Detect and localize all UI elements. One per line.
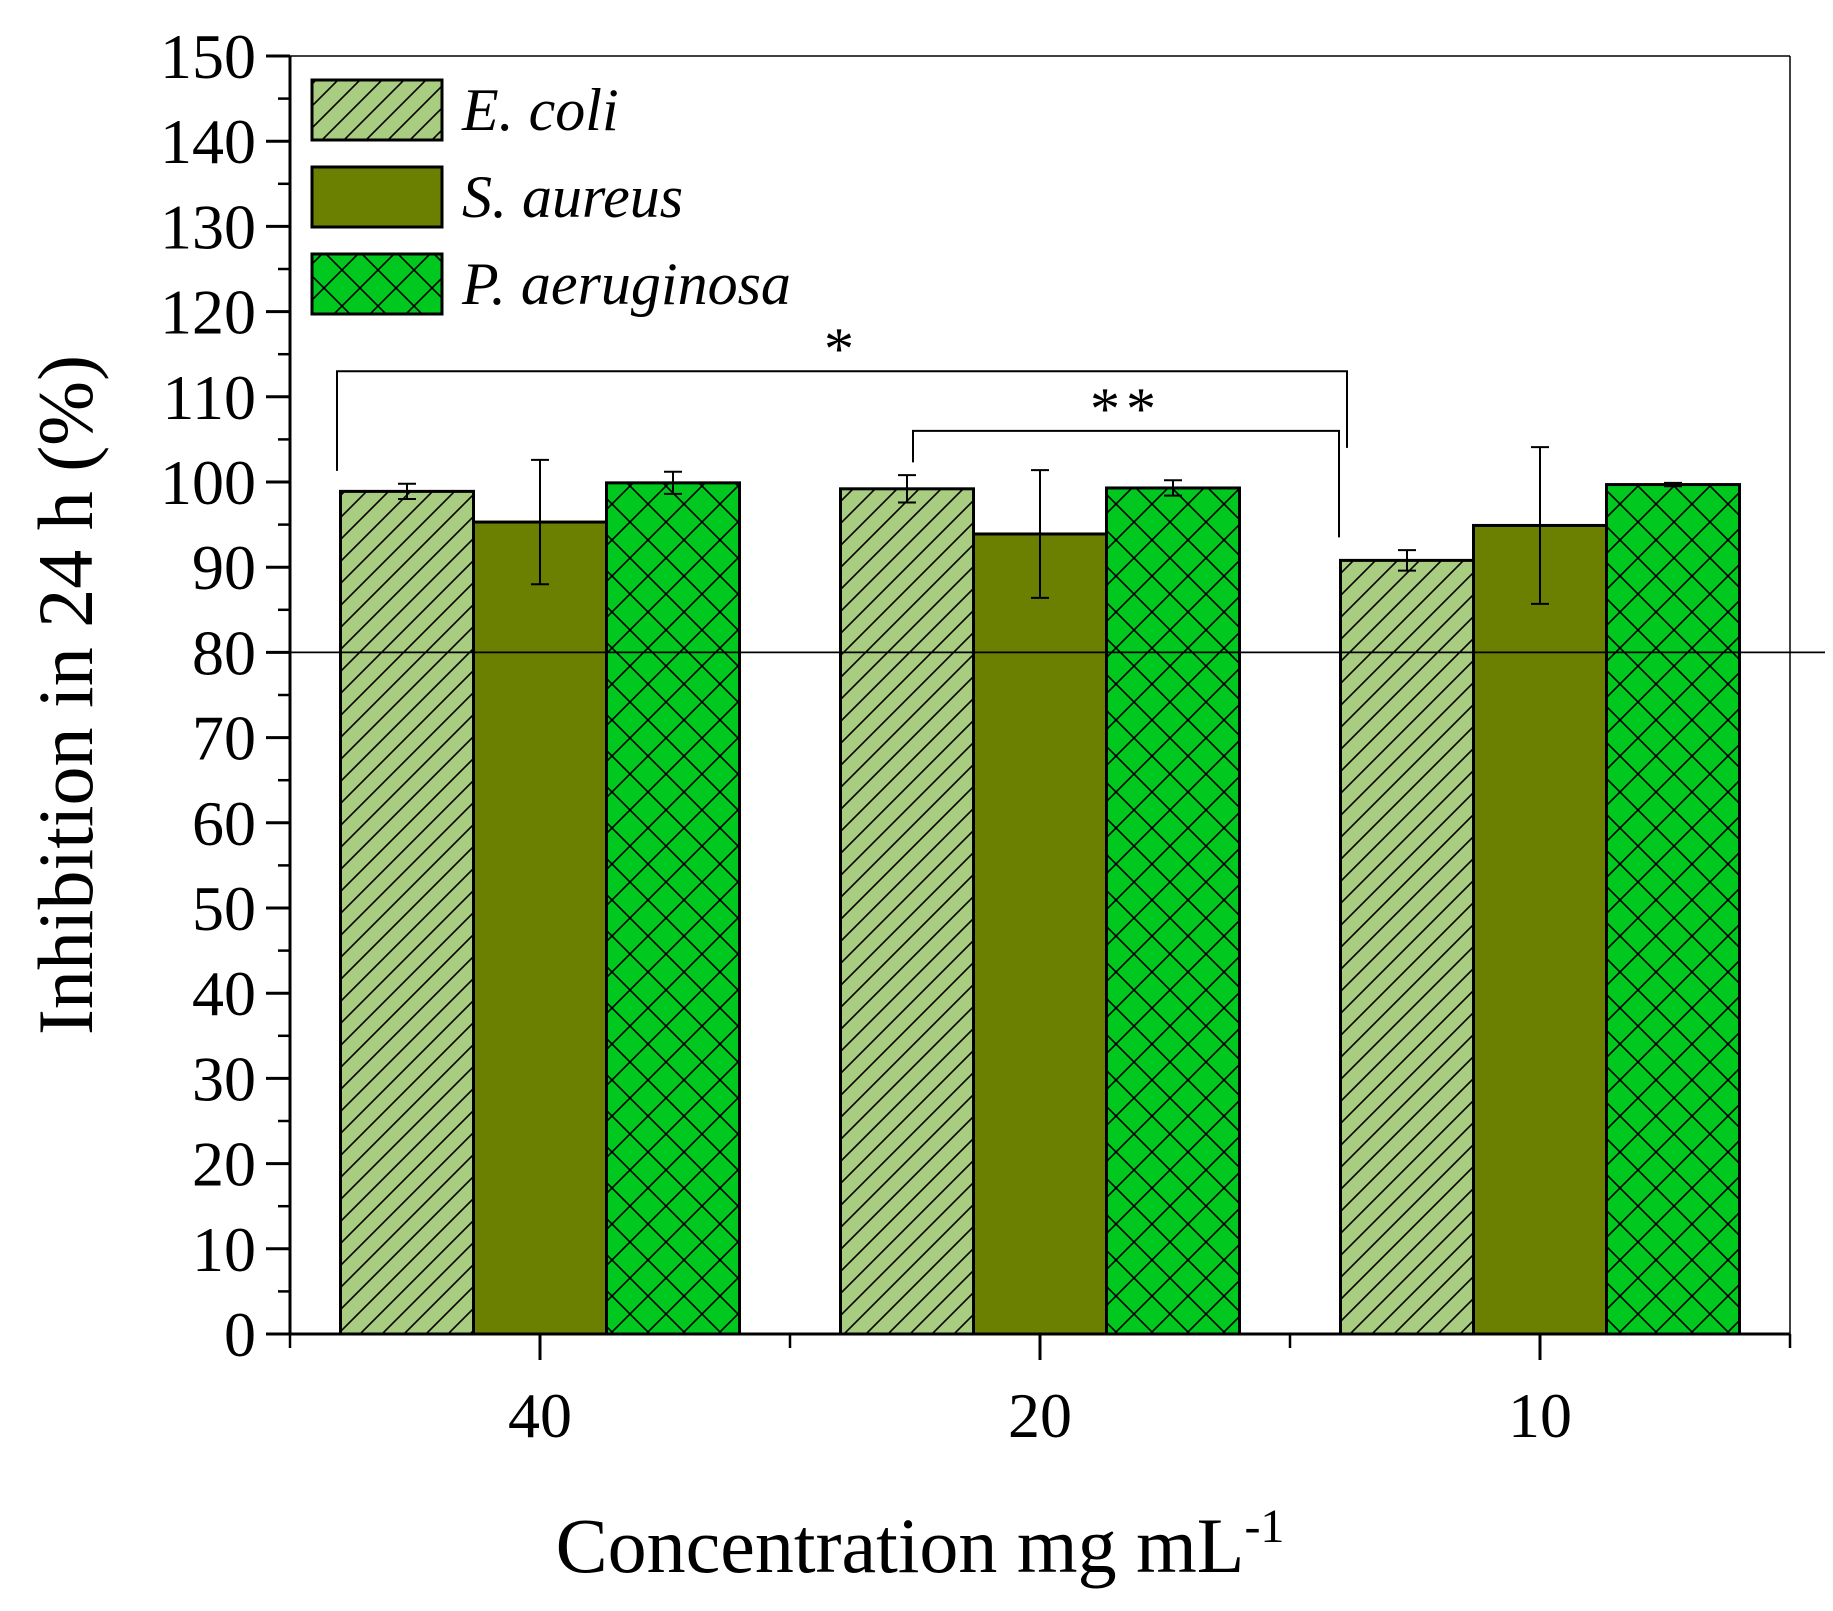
x-axis-title: Concentration mg mL-1 xyxy=(556,1500,1285,1589)
significance-brackets: *** xyxy=(336,316,1348,538)
y-tick-label: 0 xyxy=(224,1299,256,1370)
bar xyxy=(972,532,1108,1336)
bar xyxy=(1605,483,1741,1336)
significance-bracket xyxy=(912,429,1340,538)
y-axis: 0 10 20 30 40 50 60 70 80 90 100 110 120 130 140 150 xyxy=(160,21,292,1370)
legend-label: P. aeruginosa xyxy=(461,251,791,317)
plot-frame xyxy=(290,55,1791,1334)
y-tick-label: 90 xyxy=(192,532,256,603)
bar xyxy=(1472,523,1608,1336)
y-tick-label: 120 xyxy=(160,277,256,348)
legend-swatch xyxy=(310,252,444,316)
y-axis-title: Inhibition in 24 h (%) xyxy=(22,355,109,1035)
error-bars xyxy=(398,446,1682,605)
y-tick-label: 150 xyxy=(160,21,256,92)
y-tick-label: 10 xyxy=(192,1214,256,1285)
bar xyxy=(472,520,608,1336)
y-tick-label: 70 xyxy=(192,703,256,774)
y-tick-label: 80 xyxy=(192,617,256,688)
legend: E. coli S. aureus P. aeruginosa xyxy=(310,77,791,317)
y-tick-label: 130 xyxy=(160,191,256,262)
legend-swatch xyxy=(310,78,444,142)
y-tick-label: 140 xyxy=(160,106,256,177)
x-axis-title-superscript: -1 xyxy=(1244,1500,1284,1553)
y-tick-label: 50 xyxy=(192,873,256,944)
legend-label: S. aureus xyxy=(462,164,683,230)
bar xyxy=(339,489,475,1336)
significance-label: ** xyxy=(1090,376,1162,442)
x-axis: 40 20 10 xyxy=(288,1332,1792,1451)
significance-bracket xyxy=(336,370,1348,471)
x-tick-label: 40 xyxy=(508,1380,572,1451)
significance-label: * xyxy=(824,316,860,382)
y-tick-label: 30 xyxy=(192,1043,256,1114)
legend-swatch xyxy=(310,165,444,229)
bar xyxy=(839,487,975,1336)
x-axis-title-main: Concentration mg mL xyxy=(556,1502,1245,1589)
y-tick-label: 60 xyxy=(192,788,256,859)
bar xyxy=(1105,486,1241,1336)
bar xyxy=(1339,558,1475,1336)
bar xyxy=(605,481,741,1336)
bar-groups xyxy=(339,481,1741,1336)
x-tick-label: 10 xyxy=(1508,1380,1572,1451)
y-tick-label: 40 xyxy=(192,958,256,1029)
y-tick-label: 20 xyxy=(192,1129,256,1200)
x-tick-label: 20 xyxy=(1008,1380,1072,1451)
y-tick-label: 110 xyxy=(162,362,256,433)
y-tick-label: 100 xyxy=(160,447,256,518)
legend-label: E. coli xyxy=(461,77,619,143)
